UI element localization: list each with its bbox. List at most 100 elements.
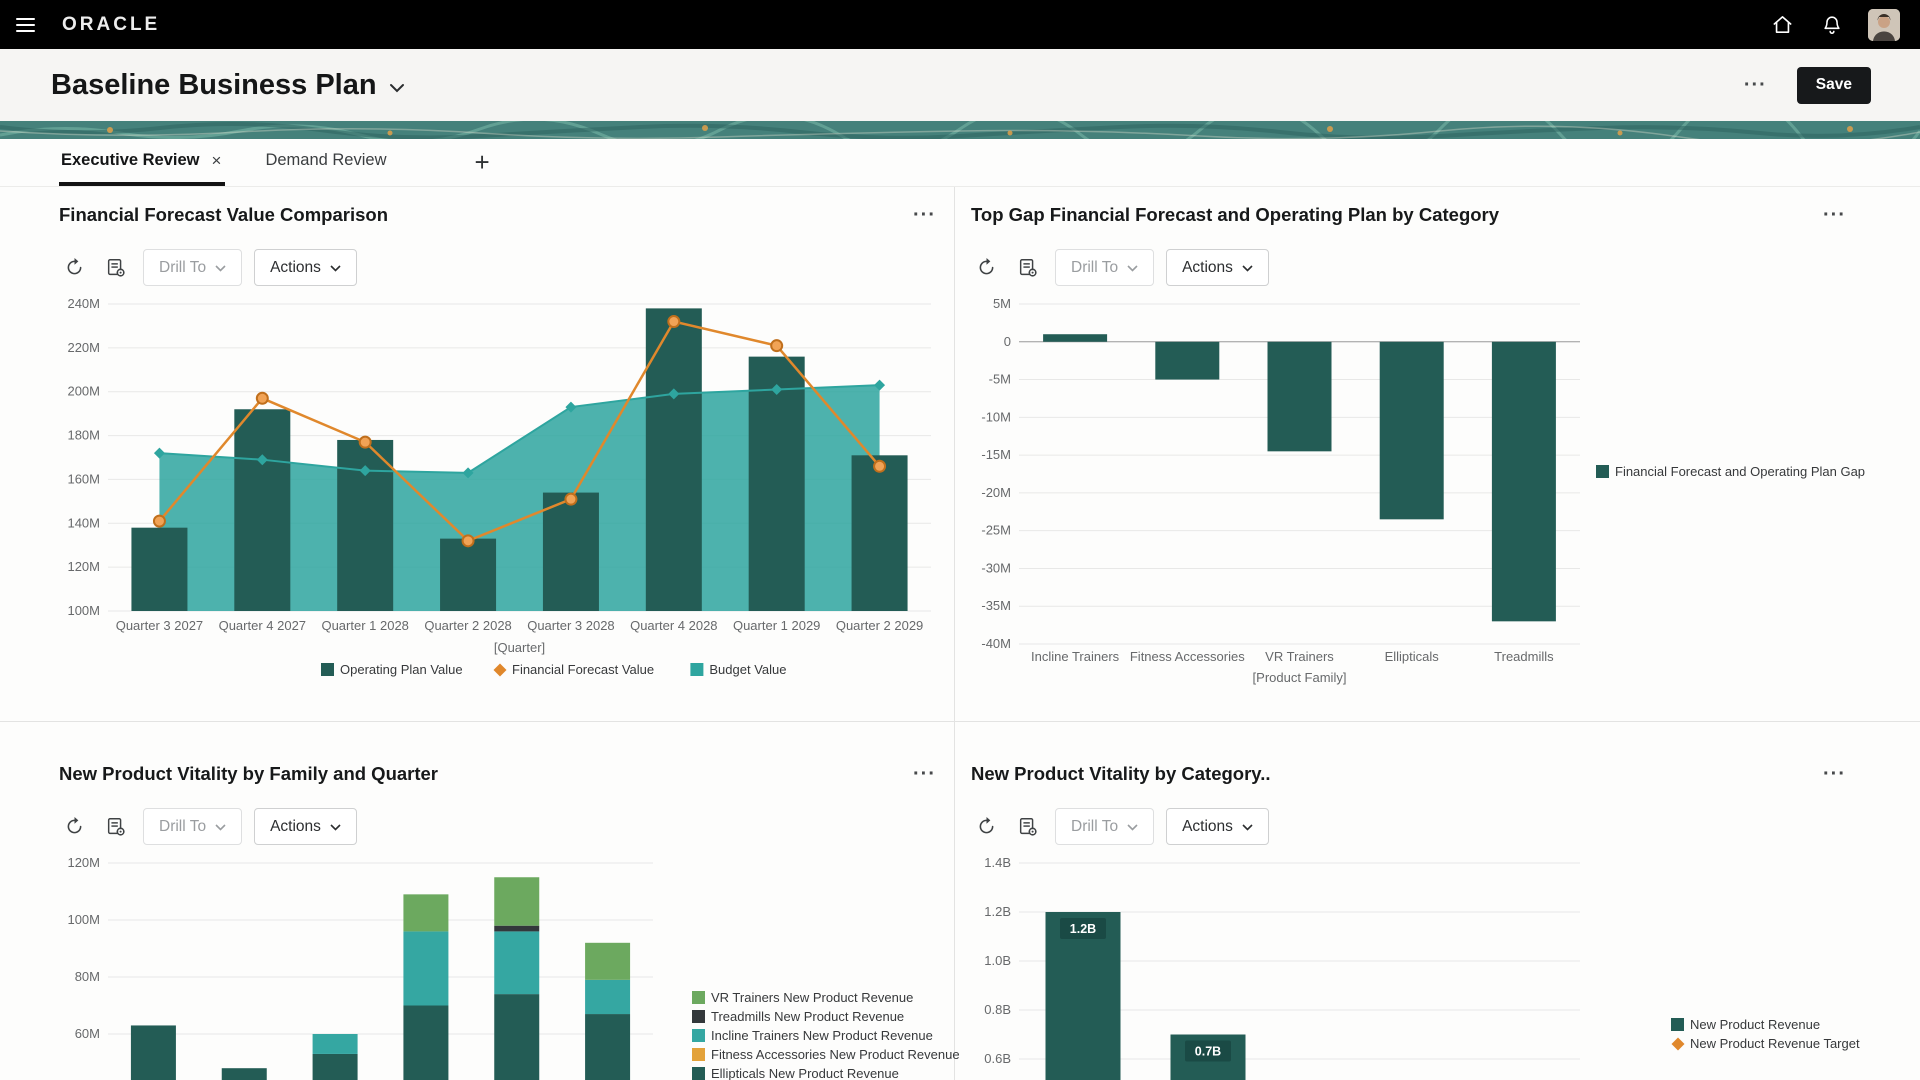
header-actions: ··· Save — [1740, 66, 1871, 104]
menu-button[interactable] — [16, 10, 46, 40]
drill-to-button[interactable]: Drill To — [143, 249, 243, 286]
add-tab-button[interactable]: + — [469, 139, 496, 186]
svg-text:Financial Forecast Value: Financial Forecast Value — [512, 662, 654, 677]
report-settings-icon — [107, 817, 125, 836]
svg-text:180M: 180M — [67, 428, 100, 443]
svg-text:-10M: -10M — [981, 409, 1011, 424]
chevron-down-icon — [215, 265, 226, 272]
svg-text:Quarter 1 2029: Quarter 1 2029 — [733, 618, 820, 633]
report-settings-icon — [1019, 258, 1037, 277]
actions-button[interactable]: Actions — [1166, 249, 1269, 286]
svg-text:[Product Family]: [Product Family] — [1253, 670, 1347, 685]
svg-text:-35M: -35M — [981, 598, 1011, 613]
panel-new-product-vitality-by-family: New Product Vitality by Family and Quart… — [0, 722, 960, 1080]
gap-bar-chart[interactable]: 5M 0 -5M -10M -15M -20M -25M -30M -35M -40M Inclin… — [971, 286, 1912, 698]
refresh-button[interactable] — [971, 812, 1001, 842]
svg-text:1.0B: 1.0B — [984, 953, 1011, 968]
svg-text:Ellipticals New Product Revenu: Ellipticals New Product Revenue — [711, 1066, 899, 1080]
svg-text:Fitness Accessories: Fitness Accessories — [1130, 649, 1245, 664]
drill-to-button[interactable]: Drill To — [1055, 249, 1155, 286]
svg-text:-15M: -15M — [981, 447, 1011, 462]
panel-toolbar: Drill To Actions — [971, 249, 1912, 286]
header-overflow-button[interactable]: ··· — [1740, 71, 1771, 99]
svg-text:-40M: -40M — [981, 636, 1011, 651]
panel-toolbar: Drill To Actions — [59, 808, 946, 845]
panel-title: New Product Vitality by Family and Quart… — [59, 763, 439, 784]
svg-text:Budget Value: Budget Value — [709, 662, 786, 677]
svg-text:-5M: -5M — [989, 372, 1011, 387]
panel-title: New Product Vitality by Category.. — [971, 763, 1271, 784]
svg-text:Quarter 3 2027: Quarter 3 2027 — [116, 618, 203, 633]
panel-overflow-button[interactable]: ··· — [1819, 760, 1850, 788]
stacked-bar-chart[interactable]: 120M100M80M60M40M20M0MVR Trainers New Pr… — [59, 852, 960, 1080]
svg-text:VR Trainers New Product Revenu: VR Trainers New Product Revenue — [711, 990, 913, 1005]
combo-chart[interactable]: 240M 220M 200M 180M 160M 140M 120M 100M Quarter … — [59, 286, 946, 688]
save-button[interactable]: Save — [1796, 66, 1871, 104]
drill-to-button[interactable]: Drill To — [1055, 808, 1155, 845]
report-settings-icon — [1019, 817, 1037, 836]
svg-text:1.2B: 1.2B — [1070, 922, 1096, 936]
svg-text:100M: 100M — [67, 603, 100, 618]
refresh-icon — [67, 258, 81, 275]
chevron-down-icon — [1127, 824, 1138, 831]
tab-demand-review[interactable]: Demand Review — [263, 139, 388, 186]
svg-text:240M: 240M — [67, 296, 100, 311]
user-avatar[interactable] — [1868, 8, 1900, 41]
svg-text:5M: 5M — [993, 296, 1011, 311]
dashboard-grid: Financial Forecast Value Comparison ··· — [0, 187, 1920, 1080]
tab-executive-review[interactable]: Executive Review × — [59, 139, 226, 186]
report-settings-button[interactable] — [101, 812, 131, 842]
topbar: ORACLE — [0, 0, 1920, 49]
actions-button[interactable]: Actions — [254, 249, 357, 286]
chevron-down-icon — [389, 83, 404, 92]
report-settings-button[interactable] — [1013, 812, 1043, 842]
refresh-icon — [979, 258, 993, 275]
notifications-button[interactable] — [1818, 11, 1846, 39]
panel-new-product-vitality-by-category: New Product Vitality by Category.. ··· — [955, 722, 1920, 1080]
svg-text:New Product Revenue: New Product Revenue — [1690, 1017, 1820, 1032]
svg-text:1.2B: 1.2B — [984, 904, 1011, 919]
refresh-button[interactable] — [971, 253, 1001, 283]
report-settings-icon — [107, 258, 125, 277]
report-settings-button[interactable] — [101, 253, 131, 283]
svg-text:Quarter 3 2028: Quarter 3 2028 — [527, 618, 614, 633]
drill-to-button[interactable]: Drill To — [143, 808, 243, 845]
svg-text:Fitness Accessories New Produc: Fitness Accessories New Product Revenue — [711, 1047, 960, 1062]
actions-button[interactable]: Actions — [254, 808, 357, 845]
close-tab-icon[interactable]: × — [211, 151, 222, 170]
panel-overflow-button[interactable]: ··· — [909, 760, 940, 788]
svg-text:Quarter 2 2028: Quarter 2 2028 — [424, 618, 511, 633]
svg-text:Treadmills: Treadmills — [1494, 649, 1554, 664]
svg-text:60M: 60M — [75, 1026, 100, 1041]
page-title: Baseline Business Plan — [51, 68, 377, 101]
svg-text:Incline Trainers New Product R: Incline Trainers New Product Revenue — [711, 1028, 933, 1043]
svg-text:Incline Trainers: Incline Trainers — [1031, 649, 1120, 664]
plan-selector-dropdown[interactable] — [389, 81, 405, 96]
svg-text:200M: 200M — [67, 384, 100, 399]
oracle-logo: ORACLE — [62, 13, 161, 35]
actions-button[interactable]: Actions — [1166, 808, 1269, 845]
panel-toolbar: Drill To Actions — [971, 808, 1912, 845]
tab-label: Executive Review — [61, 151, 200, 169]
refresh-button[interactable] — [59, 253, 89, 283]
svg-text:Financial Forecast and Operati: Financial Forecast and Operating Plan Ga… — [1615, 464, 1865, 479]
panel-title: Top Gap Financial Forecast and Operating… — [971, 204, 1500, 225]
page-header: Baseline Business Plan ··· Save — [0, 49, 1920, 121]
avatar-photo — [1868, 8, 1900, 41]
svg-text:[Quarter]: [Quarter] — [494, 640, 545, 655]
svg-text:1.4B: 1.4B — [984, 855, 1011, 870]
svg-text:VR Trainers: VR Trainers — [1265, 649, 1334, 664]
refresh-icon — [67, 817, 81, 834]
report-settings-button[interactable] — [1013, 253, 1043, 283]
panel-overflow-button[interactable]: ··· — [909, 201, 940, 229]
panel-title: Financial Forecast Value Comparison — [59, 204, 388, 225]
svg-text:160M: 160M — [67, 471, 100, 486]
svg-text:0.7B: 0.7B — [1195, 1045, 1221, 1059]
svg-text:Quarter 4 2027: Quarter 4 2027 — [219, 618, 306, 633]
home-button[interactable] — [1768, 11, 1796, 39]
chevron-down-icon — [1242, 265, 1253, 272]
panel-overflow-button[interactable]: ··· — [1819, 201, 1850, 229]
category-bar-chart[interactable]: 1.4B1.2B1.0B0.8B0.6B0.4B0.2B0.0B1.2B0.7B… — [971, 852, 1912, 1080]
refresh-button[interactable] — [59, 812, 89, 842]
